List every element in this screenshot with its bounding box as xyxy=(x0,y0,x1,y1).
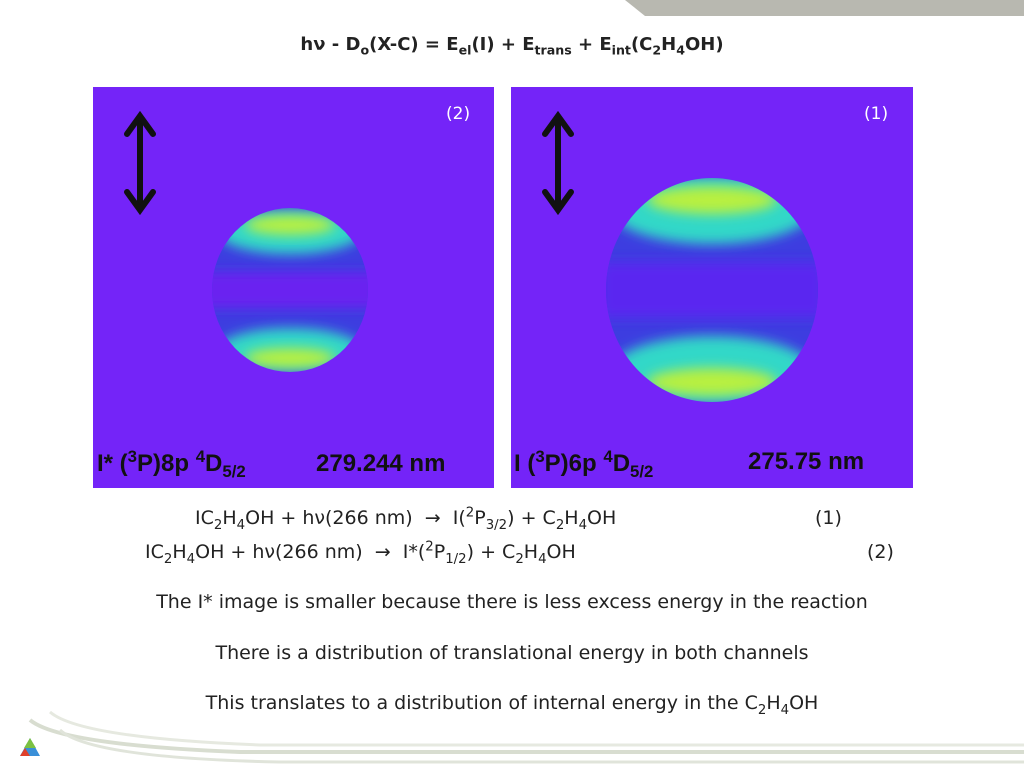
image-caption-part: 5/2 xyxy=(222,461,246,481)
title-part: OH) xyxy=(684,34,724,55)
equation-part: 3/2 xyxy=(485,517,508,533)
equation-part: 2 xyxy=(515,551,524,567)
image-caption-part: I ( xyxy=(514,450,536,477)
equation-part: OH xyxy=(587,507,617,529)
equation-part: 1/2 xyxy=(445,551,467,567)
title-part: int xyxy=(611,42,631,58)
equation-part: OH + hν(266 nm) → I( xyxy=(245,507,466,529)
title-part: o xyxy=(360,42,370,58)
statement-part: There is a distribution of translational… xyxy=(215,642,809,664)
equation-part: 2 xyxy=(555,517,565,533)
equation-part: 4 xyxy=(186,551,196,567)
image-caption-part: 3 xyxy=(127,447,138,466)
equation-part: 2 xyxy=(425,539,434,555)
image-label: (2) xyxy=(446,104,471,124)
equation-part: 4 xyxy=(578,517,588,533)
equation-part: H xyxy=(222,507,237,529)
statement-part: 4 xyxy=(780,702,790,718)
title-part: hν - D xyxy=(300,34,361,55)
equation-part: H xyxy=(564,507,579,529)
equation-part: IC xyxy=(195,507,214,529)
equation-part: 4 xyxy=(236,517,246,533)
equation-part: P xyxy=(474,507,486,529)
statement: This translates to a distribution of int… xyxy=(0,692,1024,717)
image-caption-part: I* ( xyxy=(97,450,128,477)
equation-part: 2 xyxy=(213,517,223,533)
equation: IC2H4OH + hν(266 nm) → I*(2P1/2) + C2H4O… xyxy=(145,539,576,566)
equation-number: (1) xyxy=(815,507,842,529)
image-caption-part: 4 xyxy=(603,447,613,466)
image-caption-part: P)8p xyxy=(137,450,196,477)
image-caption: I* (3P)8p 4D5/2 xyxy=(97,447,246,481)
equation-part: P xyxy=(433,541,446,563)
statement: The I* image is smaller because there is… xyxy=(0,591,1024,613)
image-caption-part: 4 xyxy=(195,447,206,466)
equation-part: OH xyxy=(546,541,576,563)
image-caption-part: 5/2 xyxy=(630,461,654,481)
equation-part: 4 xyxy=(538,551,547,567)
title-part: (I) + E xyxy=(471,34,535,55)
title: hν - Do(X-C) = Eel(I) + Etrans + Eint(C2… xyxy=(0,34,1024,58)
equation-part: OH + hν(266 nm) → I*( xyxy=(195,541,426,563)
title-part: H xyxy=(661,34,677,55)
image-wavelength: 279.244 nm xyxy=(316,450,446,477)
title-part: (X-C) = E xyxy=(369,34,459,55)
statement-part: 2 xyxy=(757,702,767,718)
title-part: el xyxy=(458,42,472,58)
equation-part: 2 xyxy=(163,551,173,567)
image-caption-part: 3 xyxy=(535,447,545,466)
statement-part: H xyxy=(766,692,781,714)
image-wavelength: 275.75 nm xyxy=(748,448,865,475)
equation-number: (2) xyxy=(867,541,894,563)
title-part: + E xyxy=(571,34,612,55)
equation: IC2H4OH + hν(266 nm) → I(2P3/2) + C2H4OH xyxy=(195,505,617,532)
title-part: (C xyxy=(630,34,653,55)
equation-part: IC xyxy=(145,541,164,563)
image-caption-part: D xyxy=(612,450,631,477)
equation-part: H xyxy=(172,541,187,563)
statement-part: OH xyxy=(789,692,819,714)
title-part: 4 xyxy=(676,42,685,58)
statement-part: The I* image is smaller because there is… xyxy=(156,591,868,613)
statement-part: This translates to a distribution of int… xyxy=(205,692,758,714)
equation-part: ) + C xyxy=(466,541,516,563)
image-caption-part: D xyxy=(205,450,223,477)
equation-part: 2 xyxy=(465,505,475,521)
equation-part: ) + C xyxy=(507,507,556,529)
title-part: 2 xyxy=(652,42,662,58)
image-caption-part: P)6p xyxy=(544,450,604,477)
image-caption: I (3P)6p 4D5/2 xyxy=(514,447,654,481)
image-label: (1) xyxy=(864,104,889,124)
statement: There is a distribution of translational… xyxy=(0,642,1024,664)
title-part: trans xyxy=(534,42,572,58)
equation-part: H xyxy=(523,541,539,563)
